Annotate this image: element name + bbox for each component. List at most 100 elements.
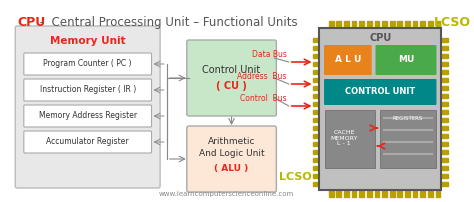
Bar xyxy=(312,174,319,178)
Text: Instruction Register ( IR ): Instruction Register ( IR ) xyxy=(39,85,136,95)
Bar xyxy=(312,134,319,138)
Bar xyxy=(312,62,319,66)
Bar xyxy=(312,78,319,82)
Bar xyxy=(337,21,341,28)
Bar xyxy=(352,21,356,28)
Bar xyxy=(312,94,319,98)
Text: Program Counter ( PC ): Program Counter ( PC ) xyxy=(44,60,132,68)
Text: A L U: A L U xyxy=(335,56,361,64)
Bar xyxy=(312,102,319,106)
FancyBboxPatch shape xyxy=(375,45,437,75)
Text: www.learncomputerscienceonline.com: www.learncomputerscienceonline.com xyxy=(158,191,293,197)
Bar xyxy=(312,126,319,130)
Text: REGISTERS: REGISTERS xyxy=(392,116,423,121)
Text: ( ALU ): ( ALU ) xyxy=(214,163,249,173)
Bar xyxy=(312,54,319,58)
Text: CONTROL UNIT: CONTROL UNIT xyxy=(345,87,415,97)
Bar xyxy=(329,21,334,28)
Bar xyxy=(374,21,379,28)
Bar xyxy=(367,21,372,28)
Bar xyxy=(441,150,448,154)
Bar xyxy=(441,174,448,178)
FancyBboxPatch shape xyxy=(24,79,152,101)
Bar xyxy=(382,21,387,28)
Bar xyxy=(352,190,356,197)
Bar xyxy=(441,70,448,74)
Bar xyxy=(441,78,448,82)
Bar xyxy=(312,118,319,122)
FancyBboxPatch shape xyxy=(15,26,160,188)
Bar xyxy=(312,110,319,114)
Text: Control Unit: Control Unit xyxy=(202,65,261,75)
Bar xyxy=(413,21,418,28)
Text: Address  Bus: Address Bus xyxy=(237,72,287,81)
Text: LCSO: LCSO xyxy=(279,172,312,182)
Bar xyxy=(428,190,433,197)
Bar xyxy=(312,70,319,74)
Text: CACHE
MEMORY
L - 1: CACHE MEMORY L - 1 xyxy=(330,130,358,146)
Bar xyxy=(441,102,448,106)
Bar xyxy=(441,38,448,42)
Bar xyxy=(390,21,394,28)
Bar xyxy=(312,46,319,50)
Bar xyxy=(344,190,349,197)
Text: LCSO: LCSO xyxy=(434,16,471,29)
Bar xyxy=(312,150,319,154)
Bar xyxy=(344,21,349,28)
Bar xyxy=(441,62,448,66)
Bar xyxy=(380,110,436,168)
Bar xyxy=(382,190,387,197)
FancyBboxPatch shape xyxy=(187,40,276,116)
Bar xyxy=(436,190,440,197)
Bar xyxy=(397,190,402,197)
Text: Memory Address Register: Memory Address Register xyxy=(38,112,137,121)
FancyBboxPatch shape xyxy=(324,79,437,105)
Text: Memory Unit: Memory Unit xyxy=(50,36,126,46)
Text: Accumulator Register: Accumulator Register xyxy=(46,138,129,146)
Text: MU: MU xyxy=(398,56,414,64)
Text: CPU: CPU xyxy=(17,16,46,29)
Bar xyxy=(436,21,440,28)
Bar xyxy=(441,166,448,170)
Bar xyxy=(390,190,394,197)
FancyBboxPatch shape xyxy=(24,53,152,75)
Bar xyxy=(428,21,433,28)
Text: -  Central Processing Unit – Functional Units: - Central Processing Unit – Functional U… xyxy=(36,16,298,29)
Bar xyxy=(312,142,319,146)
Bar xyxy=(312,38,319,42)
Bar xyxy=(441,118,448,122)
Bar xyxy=(441,126,448,130)
Bar xyxy=(441,54,448,58)
Bar xyxy=(405,190,410,197)
Bar xyxy=(420,21,425,28)
Text: Data Bus: Data Bus xyxy=(252,50,287,59)
Bar xyxy=(397,21,402,28)
Bar xyxy=(441,46,448,50)
FancyBboxPatch shape xyxy=(24,131,152,153)
Bar xyxy=(441,182,448,186)
FancyBboxPatch shape xyxy=(24,105,152,127)
Bar xyxy=(441,134,448,138)
Bar xyxy=(312,182,319,186)
Bar xyxy=(441,110,448,114)
Bar xyxy=(325,110,374,168)
Bar xyxy=(319,28,441,190)
Bar xyxy=(367,190,372,197)
Bar xyxy=(329,190,334,197)
Bar xyxy=(441,86,448,90)
Bar xyxy=(359,21,364,28)
Bar xyxy=(420,190,425,197)
Text: ( CU ): ( CU ) xyxy=(216,81,247,91)
Text: CPU: CPU xyxy=(369,33,392,43)
FancyBboxPatch shape xyxy=(187,126,276,192)
Bar xyxy=(441,94,448,98)
Text: Arithmetic: Arithmetic xyxy=(208,138,255,146)
Bar xyxy=(312,158,319,162)
Bar xyxy=(337,190,341,197)
Bar xyxy=(441,158,448,162)
Bar xyxy=(405,21,410,28)
Bar xyxy=(374,190,379,197)
Bar xyxy=(312,86,319,90)
Text: And Logic Unit: And Logic Unit xyxy=(199,149,264,159)
Bar xyxy=(359,190,364,197)
